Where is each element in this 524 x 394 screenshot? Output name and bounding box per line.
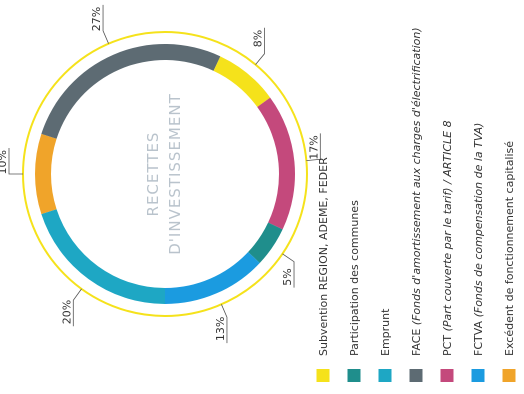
legend-item-face: FACE (Fonds d'amortissement aux charges … [409,27,423,382]
outer-ring [22,31,308,317]
legend-swatch [316,369,330,382]
slice-face [41,44,221,139]
legend-item-participation-des-communes: Participation des communes [347,200,361,382]
slice-excedent-de-fonctionnement-capitalise [35,133,57,215]
legend-note: (Fonds de compensation de la TVA) [472,123,485,321]
leader-line-subvention-region-ademe-feder [255,27,265,65]
legend-swatch [409,369,423,382]
legend-label: PCT (Part couverte par le tarif) / ARTIC… [441,120,454,356]
legend-swatch [471,369,485,382]
slice-participation-des-communes [248,222,283,263]
legend-label: Excédent de fonctionnement capitalisé [503,141,516,356]
slice-pct [257,97,295,230]
legend-label: Participation des communes [348,200,361,356]
legend-item-excedent-de-fonctionnement-capitalise: Excédent de fonctionnement capitalisé [502,141,516,382]
legend-label: Emprunt [379,308,392,356]
legend-swatch [502,369,516,382]
legend-item-fctva: FCTVA (Fonds de compensation de la TVA) [471,123,485,382]
legend-swatch [347,369,361,382]
legend-swatch [378,369,392,382]
legend-item-emprunt: Emprunt [378,308,392,382]
slice-emprunt [41,209,165,304]
data-label-fctva: 13% [214,317,227,341]
data-label-face: 27% [90,7,103,31]
data-label-pct: 17% [307,135,320,159]
center-label-line1: RECETTES [144,132,162,217]
legend-label: FCTVA (Fonds de compensation de la TVA) [472,123,485,356]
legend-item-pct: PCT (Part couverte par le tarif) / ARTIC… [440,120,454,382]
legend-item-subvention-region-ademe-feder: Subvention REGION, ADEME, FEDER [316,157,330,382]
leader-line-fctva [221,304,228,344]
legend-swatch [440,369,454,382]
legend-label: Subvention REGION, ADEME, FEDER [317,157,330,356]
slice-fctva [165,252,260,304]
data-label-emprunt: 20% [60,300,73,324]
legend-label: FACE (Fonds d'amortissement aux charges … [410,27,423,356]
data-label-participation-des-communes: 5% [281,268,294,285]
legend-note: (Part couverte par le tarif) / ARTICLE 8 [441,120,454,335]
leader-line-emprunt [72,288,82,327]
slice-subvention-region-ademe-feder [213,56,271,107]
leader-line-pct [306,133,321,162]
legend-note: (Fonds d'amortissement aux charges d'éle… [410,27,423,328]
data-label-subvention-region-ademe-feder: 8% [251,30,264,47]
data-label-excedent-de-fonctionnement-capitalise: 10% [0,150,9,174]
leader-line-excedent-de-fonctionnement-capitalise [8,148,23,175]
leader-line-face [102,4,109,44]
leader-line-participation-des-communes [282,253,295,288]
center-label-line2: D'INVESTISSEMENT [166,93,184,255]
